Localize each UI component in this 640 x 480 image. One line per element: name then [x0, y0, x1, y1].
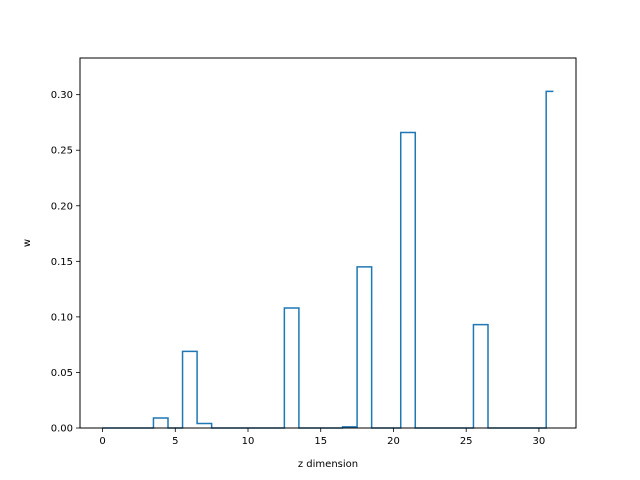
x-tick-label: 25 — [460, 436, 473, 447]
y-tick-label: 0.25 — [51, 146, 73, 157]
y-tick-label: 0.00 — [51, 424, 73, 435]
y-axis-label: w — [22, 239, 33, 247]
x-tick-label: 15 — [314, 436, 327, 447]
x-tick-label: 5 — [172, 436, 178, 447]
x-axis-label: z dimension — [298, 459, 358, 470]
series-line — [102, 90, 554, 429]
y-tick-label: 0.10 — [51, 312, 73, 323]
y-tick-label: 0.20 — [51, 201, 73, 212]
x-tick-label: 10 — [242, 436, 255, 447]
x-tick-label: 20 — [387, 436, 400, 447]
x-tick-label: 0 — [99, 436, 105, 447]
y-tick-label: 0.15 — [51, 257, 73, 268]
plot-frame — [79, 57, 577, 429]
y-tick-label: 0.30 — [51, 90, 73, 101]
y-tick-label: 0.05 — [51, 368, 73, 379]
x-tick-label: 30 — [533, 436, 546, 447]
